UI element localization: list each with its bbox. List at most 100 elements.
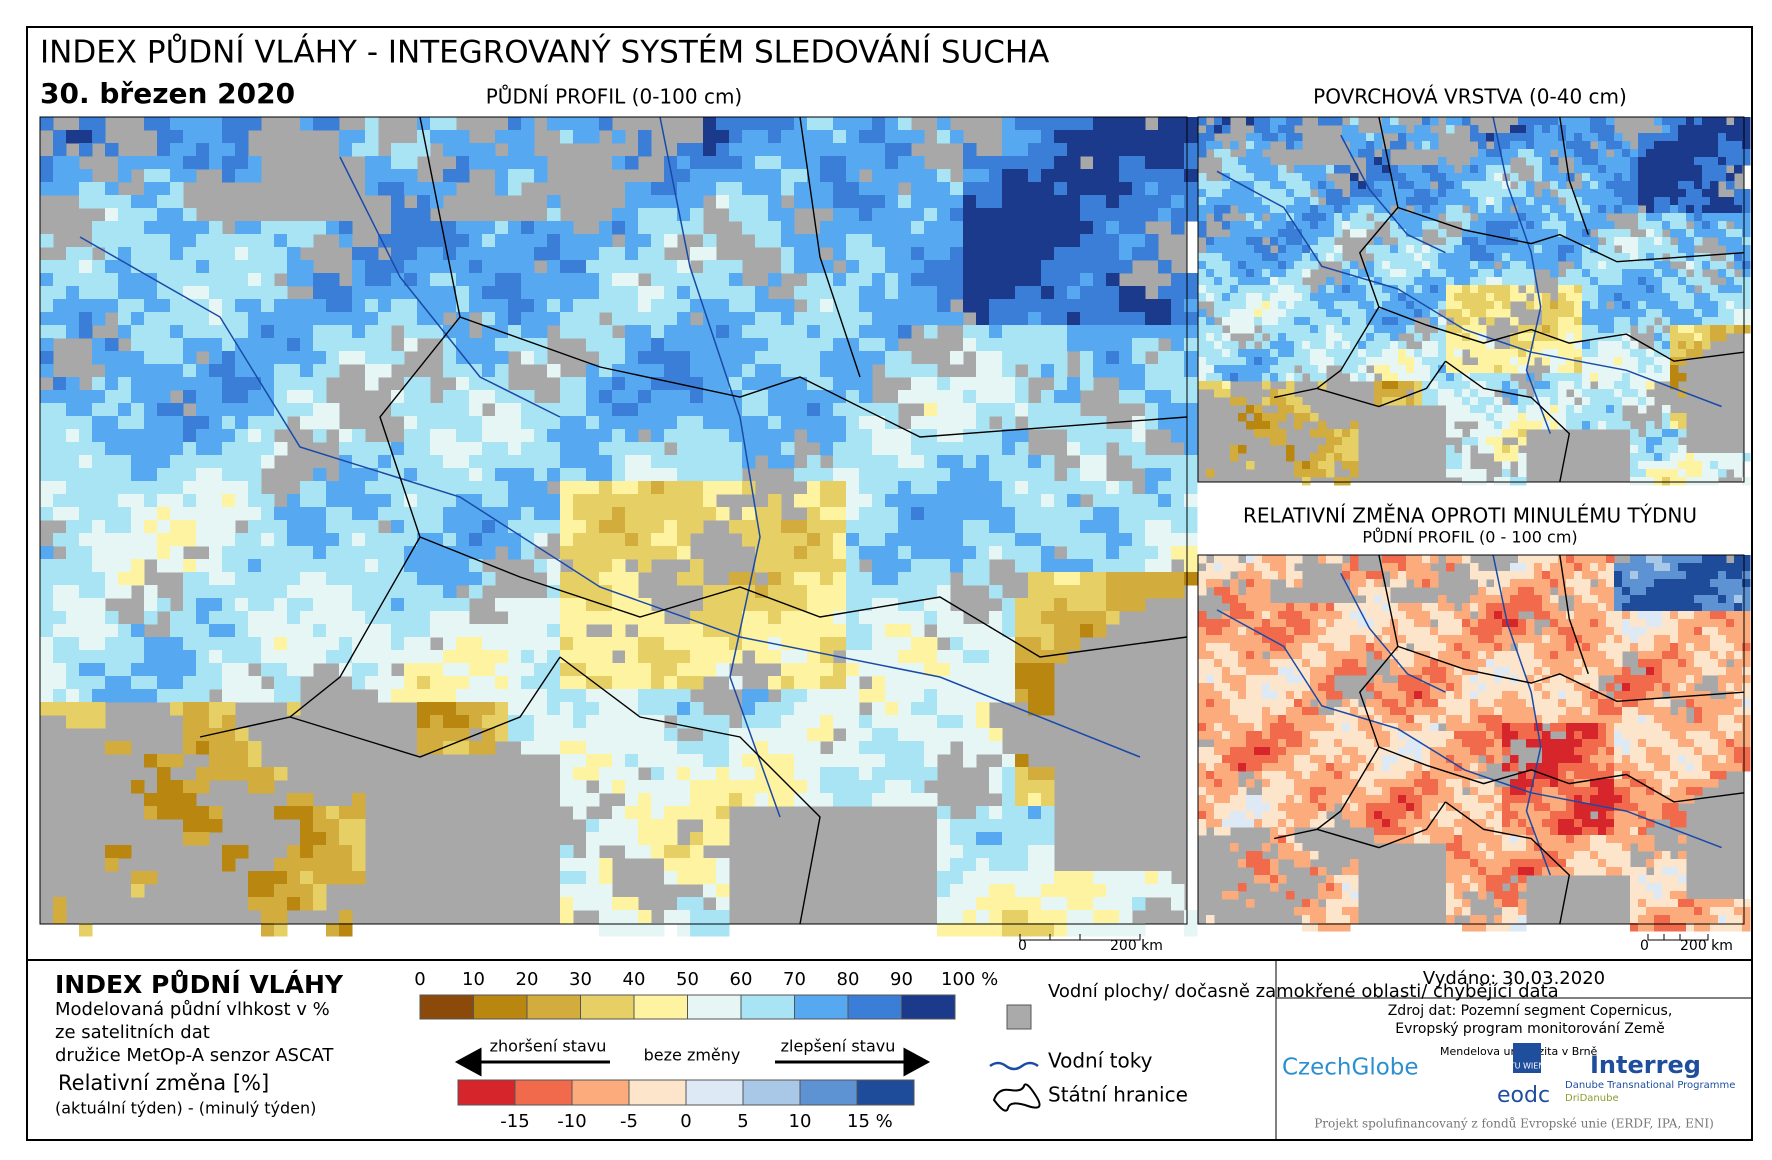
map-cell	[1028, 806, 1042, 820]
map-cell	[833, 793, 847, 807]
map-cell	[53, 390, 67, 404]
map-cell	[157, 442, 171, 456]
map-cell	[690, 858, 704, 872]
map-cell	[1119, 143, 1133, 157]
map-cell	[222, 559, 236, 573]
map-cell	[222, 273, 236, 287]
map-cell	[651, 247, 665, 261]
map-cell	[833, 585, 847, 599]
map-cell	[1550, 205, 1559, 214]
map-cell	[1294, 141, 1303, 150]
map-cell	[768, 702, 782, 716]
map-cell	[586, 338, 600, 352]
map-cell	[937, 130, 951, 144]
map-cell	[651, 403, 665, 417]
map-cell	[911, 234, 925, 248]
map-cell	[1526, 261, 1535, 270]
map-cell	[1171, 130, 1185, 144]
map-cell	[1093, 507, 1107, 521]
map-cell	[105, 273, 119, 287]
map-cell	[248, 624, 262, 638]
map-cell	[1542, 117, 1551, 126]
map-cell	[235, 442, 249, 456]
map-cell	[209, 221, 223, 235]
map-cell	[1119, 325, 1133, 339]
map-cell	[313, 819, 327, 833]
map-cell	[859, 390, 873, 404]
map-cell	[66, 312, 80, 326]
map-cell	[391, 624, 405, 638]
map-cell	[807, 273, 821, 287]
map-cell	[1270, 197, 1279, 206]
map-cell	[443, 416, 457, 430]
map-cell	[599, 533, 613, 547]
map-cell	[391, 689, 405, 703]
map-cell	[1654, 157, 1663, 166]
map-cell	[716, 650, 730, 664]
map-cell	[833, 299, 847, 313]
map-cell	[729, 364, 743, 378]
map-cell	[92, 507, 106, 521]
map-cell	[105, 221, 119, 235]
map-cell	[443, 637, 457, 651]
map-cell	[105, 650, 119, 664]
map-cell	[222, 637, 236, 651]
map-cell	[625, 351, 639, 365]
map-cell	[1422, 261, 1431, 270]
map-cell	[1494, 245, 1503, 254]
map-cell	[989, 455, 1003, 469]
map-cell	[755, 585, 769, 599]
map-cell	[1002, 507, 1016, 521]
map-cell	[729, 429, 743, 443]
map-cell	[352, 845, 366, 859]
map-cell	[183, 208, 197, 222]
map-cell	[521, 442, 535, 456]
map-cell	[1614, 237, 1623, 246]
map-cell	[1742, 197, 1751, 206]
map-cell	[625, 260, 639, 274]
map-cell	[287, 533, 301, 547]
map-cell	[950, 208, 964, 222]
map-cell	[53, 182, 67, 196]
map-cell	[625, 637, 639, 651]
map-cell	[989, 338, 1003, 352]
map-cell	[586, 793, 600, 807]
map-cell	[1119, 364, 1133, 378]
map-cell	[131, 195, 145, 209]
map-cell	[157, 221, 171, 235]
map-cell	[755, 598, 769, 612]
map-cell	[1486, 237, 1495, 246]
map-cell	[859, 624, 873, 638]
map-cell	[495, 299, 509, 313]
map-cell	[586, 234, 600, 248]
map-cell	[820, 689, 834, 703]
map-cell	[768, 546, 782, 560]
map-cell	[144, 208, 158, 222]
map-cell	[144, 442, 158, 456]
map-cell	[53, 897, 67, 911]
map-cell	[1310, 261, 1319, 270]
map-cell	[1326, 197, 1335, 206]
map-cell	[599, 234, 613, 248]
map-cell	[352, 507, 366, 521]
map-cell	[1734, 189, 1743, 198]
map-cell	[1093, 169, 1107, 183]
map-cell	[209, 247, 223, 261]
map-cell	[131, 221, 145, 235]
map-cell	[1542, 157, 1551, 166]
map-cell	[1278, 213, 1287, 222]
map-cell	[651, 819, 665, 833]
map-cell	[105, 442, 119, 456]
map-cell	[131, 416, 145, 430]
map-cell	[1080, 299, 1094, 313]
map-cell	[924, 637, 938, 651]
map-cell	[1662, 181, 1671, 190]
map-cell	[183, 689, 197, 703]
map-cell	[1438, 197, 1447, 206]
map-cell	[560, 572, 574, 586]
map-cell	[755, 299, 769, 313]
map-cell	[742, 611, 756, 625]
map-cell	[729, 156, 743, 170]
map-cell	[963, 689, 977, 703]
map-cell	[1518, 141, 1527, 150]
